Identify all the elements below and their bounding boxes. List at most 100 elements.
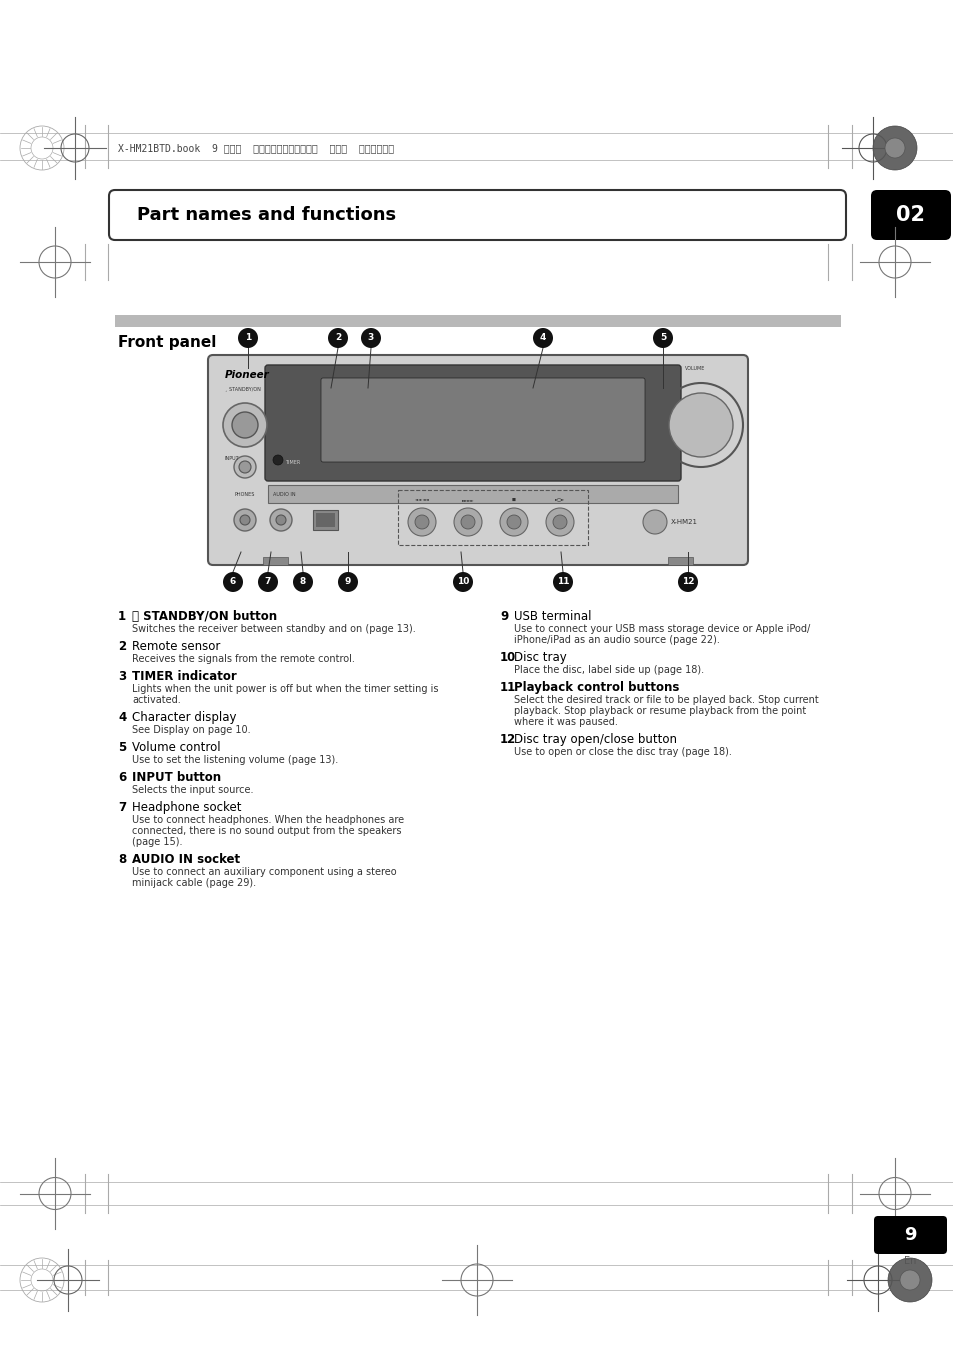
- Text: 11: 11: [499, 680, 516, 694]
- Circle shape: [453, 572, 473, 593]
- Bar: [115, 315, 841, 327]
- Text: TIMER: TIMER: [285, 460, 300, 466]
- Text: 2: 2: [335, 333, 341, 343]
- Bar: [667, 558, 692, 566]
- Text: X-HM21: X-HM21: [670, 518, 698, 525]
- FancyBboxPatch shape: [265, 364, 680, 481]
- Text: playback. Stop playback or resume playback from the point: playback. Stop playback or resume playba…: [514, 706, 805, 716]
- Text: Switches the receiver between standby and on (page 13).: Switches the receiver between standby an…: [132, 624, 416, 634]
- Circle shape: [233, 509, 255, 531]
- Circle shape: [239, 460, 251, 472]
- Text: 5: 5: [118, 741, 126, 755]
- Text: 7: 7: [118, 801, 126, 814]
- Bar: [397, 490, 587, 545]
- Circle shape: [270, 509, 292, 531]
- Text: Select the desired track or file to be played back. Stop current: Select the desired track or file to be p…: [514, 695, 818, 705]
- Text: Part names and functions: Part names and functions: [137, 207, 395, 224]
- Circle shape: [899, 1270, 919, 1291]
- FancyBboxPatch shape: [873, 1216, 946, 1254]
- Text: Use to connect headphones. When the headphones are: Use to connect headphones. When the head…: [132, 815, 404, 825]
- Text: Receives the signals from the remote control.: Receives the signals from the remote con…: [132, 653, 355, 664]
- Text: 1: 1: [118, 610, 126, 622]
- Text: Character display: Character display: [132, 711, 236, 724]
- Text: PHONES: PHONES: [234, 491, 255, 497]
- Text: ►□►: ►□►: [555, 498, 564, 502]
- FancyBboxPatch shape: [320, 378, 644, 462]
- Text: Front panel: Front panel: [118, 335, 216, 350]
- Text: Place the disc, label side up (page 18).: Place the disc, label side up (page 18).: [514, 666, 703, 675]
- Circle shape: [293, 572, 313, 593]
- Text: 02: 02: [896, 205, 924, 225]
- Text: 12: 12: [681, 578, 694, 586]
- Circle shape: [232, 412, 257, 437]
- Circle shape: [887, 1258, 931, 1301]
- Text: 4: 4: [118, 711, 126, 724]
- Text: X-HM21BTD.book  9 ページ  ２０１３年１１月２１日  木曜日  午前９時１分: X-HM21BTD.book 9 ページ ２０１３年１１月２１日 木曜日 午前９…: [118, 143, 394, 153]
- Bar: [315, 513, 335, 526]
- Circle shape: [233, 456, 255, 478]
- Text: ¸ STANDBY/ON: ¸ STANDBY/ON: [225, 386, 260, 391]
- Text: TIMER indicator: TIMER indicator: [132, 670, 236, 683]
- Text: Headphone socket: Headphone socket: [132, 801, 241, 814]
- Circle shape: [328, 328, 348, 348]
- Circle shape: [408, 508, 436, 536]
- Text: 9: 9: [499, 610, 508, 622]
- Text: 1: 1: [245, 333, 251, 343]
- Text: 9: 9: [344, 578, 351, 586]
- Text: INPUT button: INPUT button: [132, 771, 221, 784]
- Circle shape: [237, 328, 257, 348]
- Text: 10: 10: [456, 578, 469, 586]
- Text: (page 15).: (page 15).: [132, 837, 182, 846]
- Circle shape: [337, 572, 357, 593]
- Text: Use to open or close the disc tray (page 18).: Use to open or close the disc tray (page…: [514, 747, 731, 757]
- Text: 6: 6: [230, 578, 236, 586]
- Text: Lights when the unit power is off but when the timer setting is: Lights when the unit power is off but wh…: [132, 684, 438, 694]
- Text: Playback control buttons: Playback control buttons: [514, 680, 679, 694]
- Text: ⏻ STANDBY/ON button: ⏻ STANDBY/ON button: [132, 610, 276, 622]
- Circle shape: [223, 404, 267, 447]
- Text: minijack cable (page 29).: minijack cable (page 29).: [132, 878, 255, 888]
- Circle shape: [240, 514, 250, 525]
- Text: 8: 8: [118, 853, 126, 865]
- Text: 9: 9: [903, 1226, 916, 1243]
- Circle shape: [533, 328, 553, 348]
- Text: AUDIO IN socket: AUDIO IN socket: [132, 853, 240, 865]
- Text: ■: ■: [512, 498, 516, 502]
- Text: En: En: [903, 1256, 916, 1266]
- Circle shape: [454, 508, 481, 536]
- Circle shape: [506, 514, 520, 529]
- Text: 5: 5: [659, 333, 665, 343]
- Circle shape: [652, 328, 672, 348]
- Bar: [313, 510, 337, 531]
- FancyBboxPatch shape: [208, 355, 747, 566]
- Text: connected, there is no sound output from the speakers: connected, there is no sound output from…: [132, 826, 401, 836]
- Text: Pioneer: Pioneer: [225, 370, 270, 379]
- Text: Volume control: Volume control: [132, 741, 220, 755]
- Circle shape: [257, 572, 277, 593]
- Text: Disc tray open/close button: Disc tray open/close button: [514, 733, 677, 747]
- Text: Selects the input source.: Selects the input source.: [132, 784, 253, 795]
- FancyBboxPatch shape: [109, 190, 845, 240]
- Text: 7: 7: [265, 578, 271, 586]
- Text: USB terminal: USB terminal: [514, 610, 591, 622]
- Circle shape: [415, 514, 429, 529]
- Circle shape: [642, 510, 666, 535]
- Circle shape: [360, 328, 380, 348]
- Circle shape: [223, 572, 243, 593]
- Circle shape: [545, 508, 574, 536]
- Text: 2: 2: [118, 640, 126, 653]
- Circle shape: [460, 514, 475, 529]
- Circle shape: [275, 514, 286, 525]
- Text: Disc tray: Disc tray: [514, 651, 566, 664]
- Text: 4: 4: [539, 333, 546, 343]
- Text: activated.: activated.: [132, 695, 180, 705]
- Circle shape: [273, 455, 283, 464]
- Text: 12: 12: [499, 733, 516, 747]
- Text: 6: 6: [118, 771, 126, 784]
- Bar: [263, 558, 288, 566]
- Circle shape: [553, 572, 573, 593]
- Circle shape: [499, 508, 527, 536]
- Text: Use to set the listening volume (page 13).: Use to set the listening volume (page 13…: [132, 755, 338, 765]
- Text: Use to connect your USB mass storage device or Apple iPod/: Use to connect your USB mass storage dev…: [514, 624, 809, 634]
- Text: AUDIO IN: AUDIO IN: [273, 491, 295, 497]
